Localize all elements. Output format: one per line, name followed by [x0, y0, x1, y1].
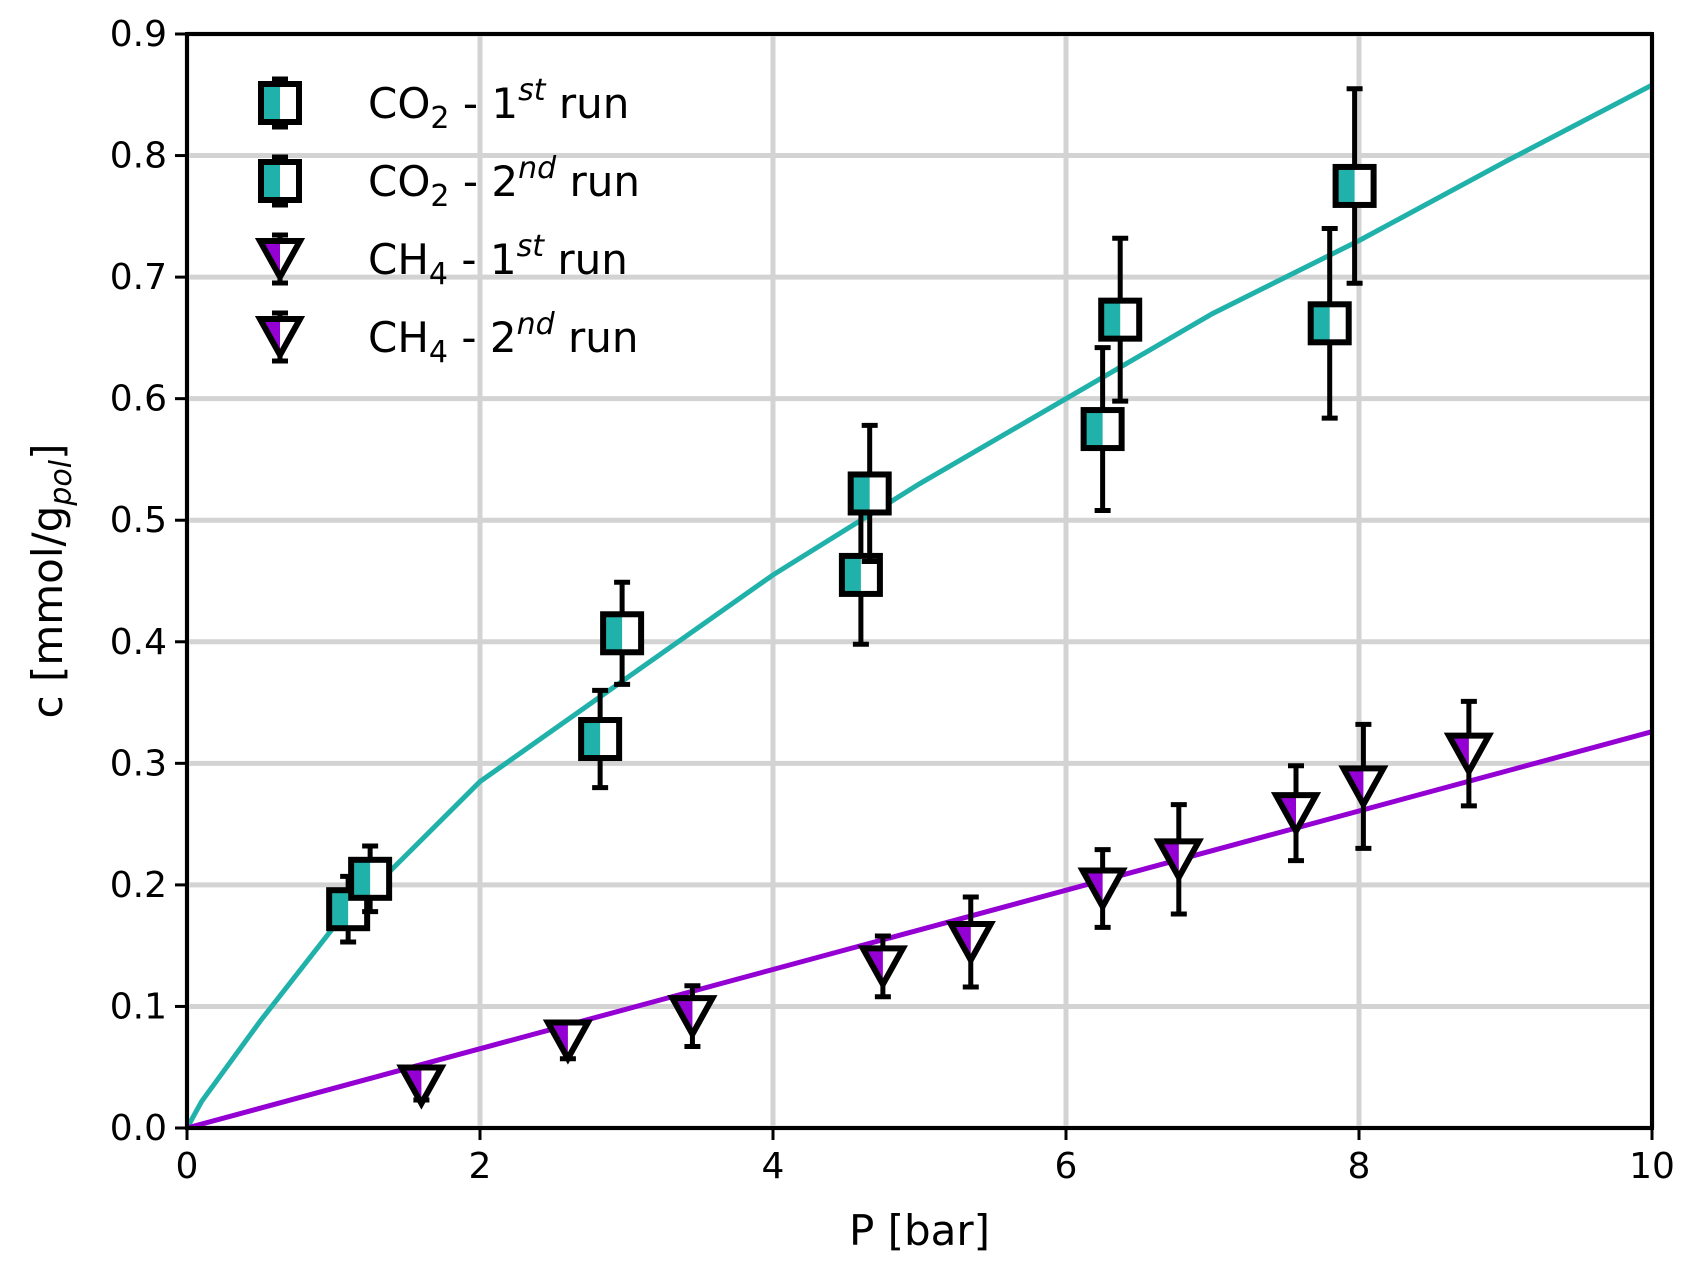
legend-label: CH4 - 1st run [368, 229, 628, 292]
legend-run-number: 2 [491, 157, 518, 206]
legend-gas: CH [368, 313, 429, 362]
y-tick-label: 0.0 [110, 1108, 167, 1149]
fit-line-co2 [184, 82, 1654, 1130]
x-tick-label: 4 [762, 1146, 785, 1187]
plot-frame [185, 32, 1654, 1130]
legend-label: CO2 - 2nd run [368, 151, 640, 214]
y-axis-title-close: ] [23, 444, 72, 460]
data-point-marker [1153, 838, 1204, 884]
data-point-marker [348, 856, 393, 901]
x-tick-label: 2 [469, 1146, 492, 1187]
x-axis-title: P [bar] [849, 1206, 990, 1255]
legend-gas: CO [368, 157, 430, 206]
legend-run-superscript: st [518, 73, 547, 108]
data-point-marker [600, 611, 645, 656]
legend-run-suffix: run [544, 235, 628, 284]
legend-run-number: 2 [490, 313, 517, 362]
legend-run-suffix: run [556, 157, 640, 206]
data-point-marker [1080, 407, 1125, 452]
data-point-marker [847, 471, 892, 516]
y-tick-label: 0.9 [110, 14, 167, 55]
legend-run-number: 1 [491, 79, 518, 128]
data-point-marker [1270, 792, 1322, 838]
y-tick-label: 0.7 [110, 257, 167, 298]
legend-run-number: 1 [490, 235, 517, 284]
y-tick-label: 0.6 [110, 379, 167, 420]
data-point-marker [1338, 765, 1389, 811]
axis-ticks: 0 2 4 6 8 10 0.0 0.1 0.2 0.3 0.4 0.5 0.6 0.7 0.8 0.9 [110, 14, 1675, 1187]
data-point-marker [857, 945, 908, 991]
legend-run-suffix: run [545, 79, 629, 128]
y-tick-label: 0.5 [110, 500, 167, 541]
legend-run-suffix: run [555, 313, 639, 362]
x-tick-label: 10 [1629, 1146, 1675, 1187]
legend-dash: - [448, 313, 490, 362]
legend-dash: - [448, 235, 490, 284]
legend-gas-subscript: 4 [429, 335, 448, 370]
legend-run-superscript: nd [518, 151, 557, 186]
legend-run-superscript: st [517, 229, 546, 264]
fit-lines [184, 82, 1654, 1131]
fit-line-ch4 [186, 729, 1653, 1131]
legend-marker [258, 81, 302, 125]
data-point-marker [667, 995, 718, 1041]
legend-marker [254, 316, 306, 362]
legend-marker [258, 159, 302, 203]
legend-gas-subscript: 2 [430, 179, 449, 214]
y-axis-title: c [mmol/gpol] [23, 444, 79, 719]
data-point-marker [1307, 301, 1352, 346]
data-point-marker [1443, 732, 1494, 778]
legend-dash: - [449, 157, 491, 206]
legend-label: CO2 - 1st run [368, 73, 629, 136]
data-point-marker [945, 921, 996, 967]
data-point-marker [396, 1064, 447, 1110]
y-tick-label: 0.4 [110, 622, 167, 663]
y-tick-label: 0.3 [110, 743, 167, 784]
data-point-marker [1332, 163, 1377, 208]
data-points [326, 86, 1494, 1110]
legend-gas-subscript: 4 [429, 257, 448, 292]
legend-gas: CO [368, 79, 430, 128]
legend-dash: - [449, 79, 491, 128]
y-axis-title-subscript: pol [44, 459, 79, 506]
data-point-marker [1098, 297, 1143, 342]
legend-marker [254, 238, 306, 284]
y-tick-label: 0.1 [110, 986, 167, 1027]
legend-run-superscript: nd [517, 307, 556, 342]
y-tick-label: 0.2 [110, 865, 167, 906]
x-tick-label: 8 [1348, 1146, 1371, 1187]
y-tick-label: 0.8 [110, 136, 167, 177]
data-point-marker [542, 1019, 593, 1065]
x-tick-label: 0 [176, 1146, 199, 1187]
data-point-marker [1077, 867, 1128, 913]
data-point-marker [578, 717, 623, 762]
y-axis-title-main: c [mmol/g [23, 506, 72, 719]
legend-gas-subscript: 2 [430, 101, 449, 136]
legend-gas: CH [368, 235, 429, 284]
legend-label: CH4 - 2nd run [368, 307, 639, 370]
x-tick-label: 6 [1055, 1146, 1078, 1187]
